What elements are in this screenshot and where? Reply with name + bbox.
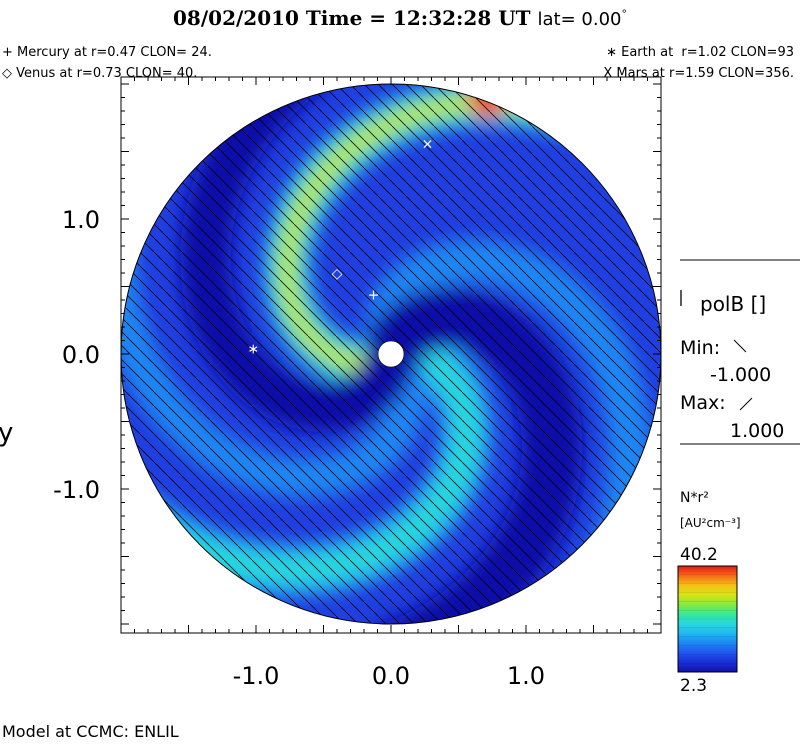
polarity-title: polB [] (700, 292, 767, 316)
min-value: -1.000 (710, 364, 772, 386)
colorbar-min-label: 2.3 (680, 676, 708, 696)
plot-title: 08/02/2010 Time = 12:32:28 UT lat= 0.00° (0, 6, 800, 30)
colorbar-max-label: 40.2 (680, 545, 718, 565)
colorbar-bands (678, 574, 737, 664)
title-degree: ° (621, 7, 627, 21)
x-tick-labels: -1.0 0.0 1.0 (233, 662, 546, 690)
y-axis-label: y (0, 418, 14, 448)
min-hatch-glyph (733, 339, 747, 353)
marker-venus: ◇ (332, 266, 343, 282)
title-latitude: lat= 0.00 (537, 9, 622, 30)
y-tick-labels: 1.0 0.0 -1.0 (53, 206, 100, 504)
colorbar-units: [AU²cm⁻³] (680, 516, 741, 530)
max-value: 1.000 (730, 420, 785, 442)
mercury-info: + Mercury at r=0.47 CLON= 24. (2, 45, 212, 60)
marker-earth: ∗ (247, 342, 259, 358)
venus-info: ◇ Venus at r=0.73 CLON= 40. (2, 66, 198, 81)
y-tick-label: 1.0 (62, 206, 100, 234)
max-hatch-glyph (739, 397, 753, 411)
x-tick-label: 1.0 (507, 662, 545, 690)
marker-mars: × (422, 136, 434, 152)
sun-disk (377, 340, 405, 368)
x-tick-label: -1.0 (233, 662, 280, 690)
y-tick-label: 0.0 (62, 341, 100, 369)
mars-info: X Mars at r=1.59 CLON=356. (603, 66, 794, 81)
earth-info: ∗ Earth at r=1.02 CLON=93 (606, 45, 794, 60)
x-tick-label: 0.0 (372, 662, 410, 690)
marker-mercury: + (368, 288, 380, 304)
max-label: Max: (680, 392, 726, 414)
title-time: Time = 12:32:28 UT (305, 6, 531, 30)
colorbar-title: N*r² (680, 490, 709, 506)
density-disc (121, 84, 661, 624)
min-label: Min: (680, 337, 721, 359)
colorbar (677, 565, 738, 673)
title-date: 08/02/2010 (173, 6, 299, 30)
planet-markers: + ◇ ∗ × (247, 136, 433, 357)
model-credit: Model at CCMC: ENLIL (2, 722, 179, 741)
axis-ticks (120, 77, 661, 633)
y-tick-label: -1.0 (53, 476, 100, 504)
